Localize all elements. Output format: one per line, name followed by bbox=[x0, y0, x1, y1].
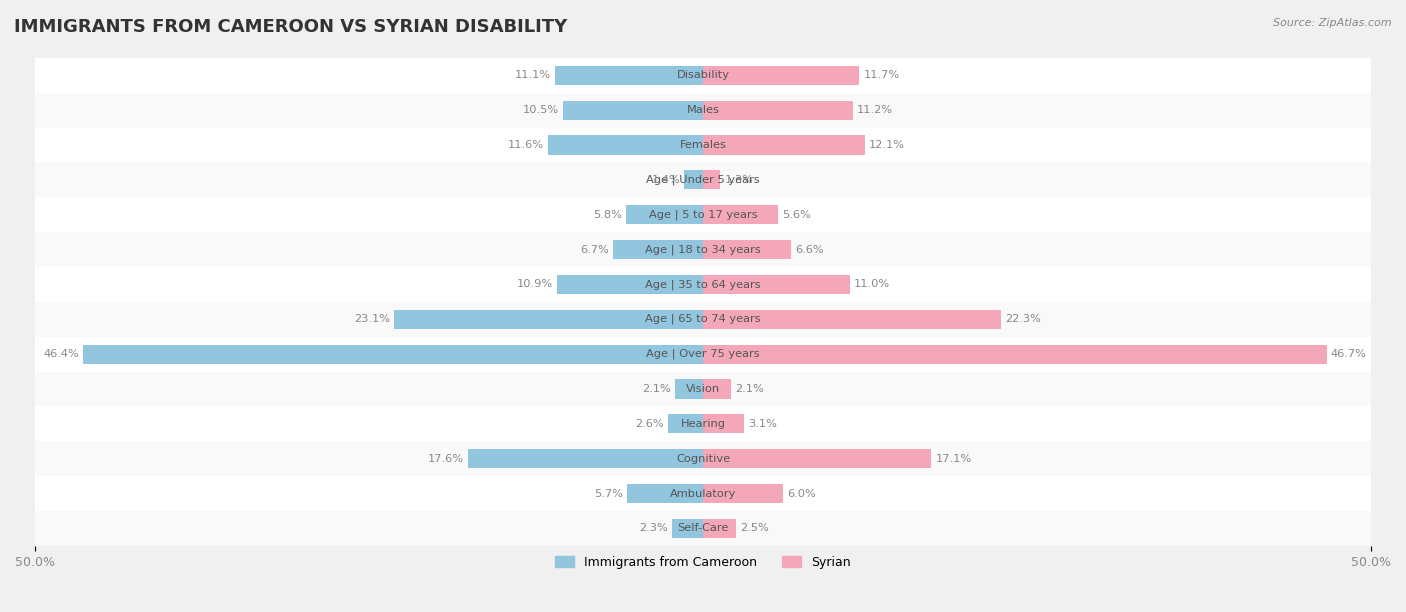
Bar bbox=[35, 267, 1371, 302]
Text: Age | 5 to 17 years: Age | 5 to 17 years bbox=[648, 209, 758, 220]
Text: Males: Males bbox=[686, 105, 720, 115]
Bar bbox=[703, 310, 1001, 329]
Text: 12.1%: 12.1% bbox=[869, 140, 904, 150]
Text: Age | Under 5 years: Age | Under 5 years bbox=[647, 174, 759, 185]
Bar bbox=[703, 65, 859, 85]
Text: Source: ZipAtlas.com: Source: ZipAtlas.com bbox=[1274, 18, 1392, 28]
Bar bbox=[626, 205, 703, 224]
Bar bbox=[703, 205, 778, 224]
Text: Age | 18 to 34 years: Age | 18 to 34 years bbox=[645, 244, 761, 255]
Bar bbox=[35, 511, 1371, 546]
Bar bbox=[395, 310, 703, 329]
Bar bbox=[685, 170, 703, 189]
Bar bbox=[703, 240, 792, 259]
Text: Age | 65 to 74 years: Age | 65 to 74 years bbox=[645, 314, 761, 324]
Bar bbox=[703, 100, 852, 120]
Text: Age | Over 75 years: Age | Over 75 years bbox=[647, 349, 759, 359]
Bar bbox=[35, 197, 1371, 232]
Text: 2.6%: 2.6% bbox=[636, 419, 664, 429]
Text: Vision: Vision bbox=[686, 384, 720, 394]
Text: Disability: Disability bbox=[676, 70, 730, 80]
Bar bbox=[703, 345, 1327, 364]
Text: 6.0%: 6.0% bbox=[787, 488, 815, 499]
Bar bbox=[703, 275, 851, 294]
Text: 2.5%: 2.5% bbox=[741, 523, 769, 533]
Bar bbox=[35, 406, 1371, 441]
Bar bbox=[35, 232, 1371, 267]
Bar bbox=[35, 162, 1371, 197]
Text: 3.1%: 3.1% bbox=[748, 419, 778, 429]
Text: 11.2%: 11.2% bbox=[856, 105, 893, 115]
Text: Hearing: Hearing bbox=[681, 419, 725, 429]
Text: Ambulatory: Ambulatory bbox=[669, 488, 737, 499]
Text: 11.7%: 11.7% bbox=[863, 70, 900, 80]
Bar bbox=[562, 100, 703, 120]
Text: 10.5%: 10.5% bbox=[523, 105, 558, 115]
Bar bbox=[35, 476, 1371, 511]
Text: 17.1%: 17.1% bbox=[935, 453, 972, 464]
Text: 6.6%: 6.6% bbox=[796, 245, 824, 255]
Bar bbox=[627, 484, 703, 503]
Text: 5.7%: 5.7% bbox=[593, 488, 623, 499]
Text: 1.4%: 1.4% bbox=[651, 175, 681, 185]
Bar bbox=[35, 58, 1371, 92]
Bar bbox=[703, 170, 720, 189]
Text: 46.7%: 46.7% bbox=[1331, 349, 1367, 359]
Text: 11.6%: 11.6% bbox=[508, 140, 544, 150]
Text: 46.4%: 46.4% bbox=[44, 349, 79, 359]
Bar bbox=[35, 337, 1371, 371]
Text: Females: Females bbox=[679, 140, 727, 150]
Bar bbox=[703, 135, 865, 155]
Text: 11.0%: 11.0% bbox=[853, 280, 890, 289]
Text: 10.9%: 10.9% bbox=[517, 280, 554, 289]
Bar bbox=[668, 414, 703, 433]
Legend: Immigrants from Cameroon, Syrian: Immigrants from Cameroon, Syrian bbox=[550, 551, 856, 573]
Bar bbox=[548, 135, 703, 155]
Text: 17.6%: 17.6% bbox=[427, 453, 464, 464]
Text: 5.8%: 5.8% bbox=[593, 210, 621, 220]
Text: 5.6%: 5.6% bbox=[782, 210, 811, 220]
Text: 2.1%: 2.1% bbox=[735, 384, 763, 394]
Bar bbox=[35, 371, 1371, 406]
Bar bbox=[83, 345, 703, 364]
Bar bbox=[555, 65, 703, 85]
Bar bbox=[557, 275, 703, 294]
Text: 2.1%: 2.1% bbox=[643, 384, 671, 394]
Bar bbox=[675, 379, 703, 398]
Text: 2.3%: 2.3% bbox=[640, 523, 668, 533]
Text: Cognitive: Cognitive bbox=[676, 453, 730, 464]
Bar bbox=[35, 127, 1371, 162]
Text: 6.7%: 6.7% bbox=[581, 245, 609, 255]
Text: 11.1%: 11.1% bbox=[515, 70, 551, 80]
Bar bbox=[703, 379, 731, 398]
Bar bbox=[703, 449, 931, 468]
Bar bbox=[672, 519, 703, 538]
Bar bbox=[613, 240, 703, 259]
Text: 22.3%: 22.3% bbox=[1005, 314, 1040, 324]
Text: Self-Care: Self-Care bbox=[678, 523, 728, 533]
Text: Age | 35 to 64 years: Age | 35 to 64 years bbox=[645, 279, 761, 289]
Bar bbox=[468, 449, 703, 468]
Bar bbox=[703, 484, 783, 503]
Bar bbox=[35, 92, 1371, 127]
Text: IMMIGRANTS FROM CAMEROON VS SYRIAN DISABILITY: IMMIGRANTS FROM CAMEROON VS SYRIAN DISAB… bbox=[14, 18, 567, 36]
Bar bbox=[703, 414, 744, 433]
Bar bbox=[35, 441, 1371, 476]
Bar bbox=[703, 519, 737, 538]
Text: 1.3%: 1.3% bbox=[724, 175, 754, 185]
Bar bbox=[35, 302, 1371, 337]
Text: 23.1%: 23.1% bbox=[354, 314, 391, 324]
